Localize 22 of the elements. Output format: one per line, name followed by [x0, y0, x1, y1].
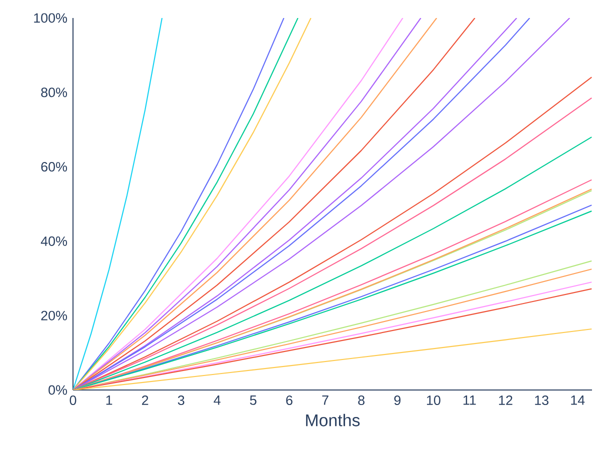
x-tick-label: 7	[322, 396, 328, 405]
x-tick-label: 10	[426, 396, 440, 406]
x-tick-label: 6	[286, 396, 292, 406]
y-tick-label: 0%	[48, 385, 68, 395]
x-tick-label: 9	[394, 396, 400, 406]
x-tick-label: 3	[178, 396, 184, 406]
x-tick-label: 5	[250, 396, 256, 405]
x-tick-label: 12	[499, 396, 512, 405]
x-axis-title: Months	[306, 414, 360, 426]
y-tick-label: 60%	[41, 162, 67, 172]
x-tick-label: 0	[70, 396, 76, 406]
x-tick-label: 2	[142, 396, 148, 405]
x-tick-label: 4	[214, 396, 221, 405]
y-tick-label: 80%	[41, 88, 67, 98]
y-tick-label: 100%	[34, 13, 67, 23]
x-tick-label: 8	[358, 396, 364, 406]
x-tick-label: 13	[535, 396, 548, 406]
x-tick-label: 11	[464, 396, 476, 405]
x-tick-label: 14	[571, 396, 585, 405]
y-tick-label: 40%	[40, 236, 67, 246]
y-tick-label: 20%	[41, 310, 67, 320]
x-tick-label: 1	[106, 396, 112, 405]
